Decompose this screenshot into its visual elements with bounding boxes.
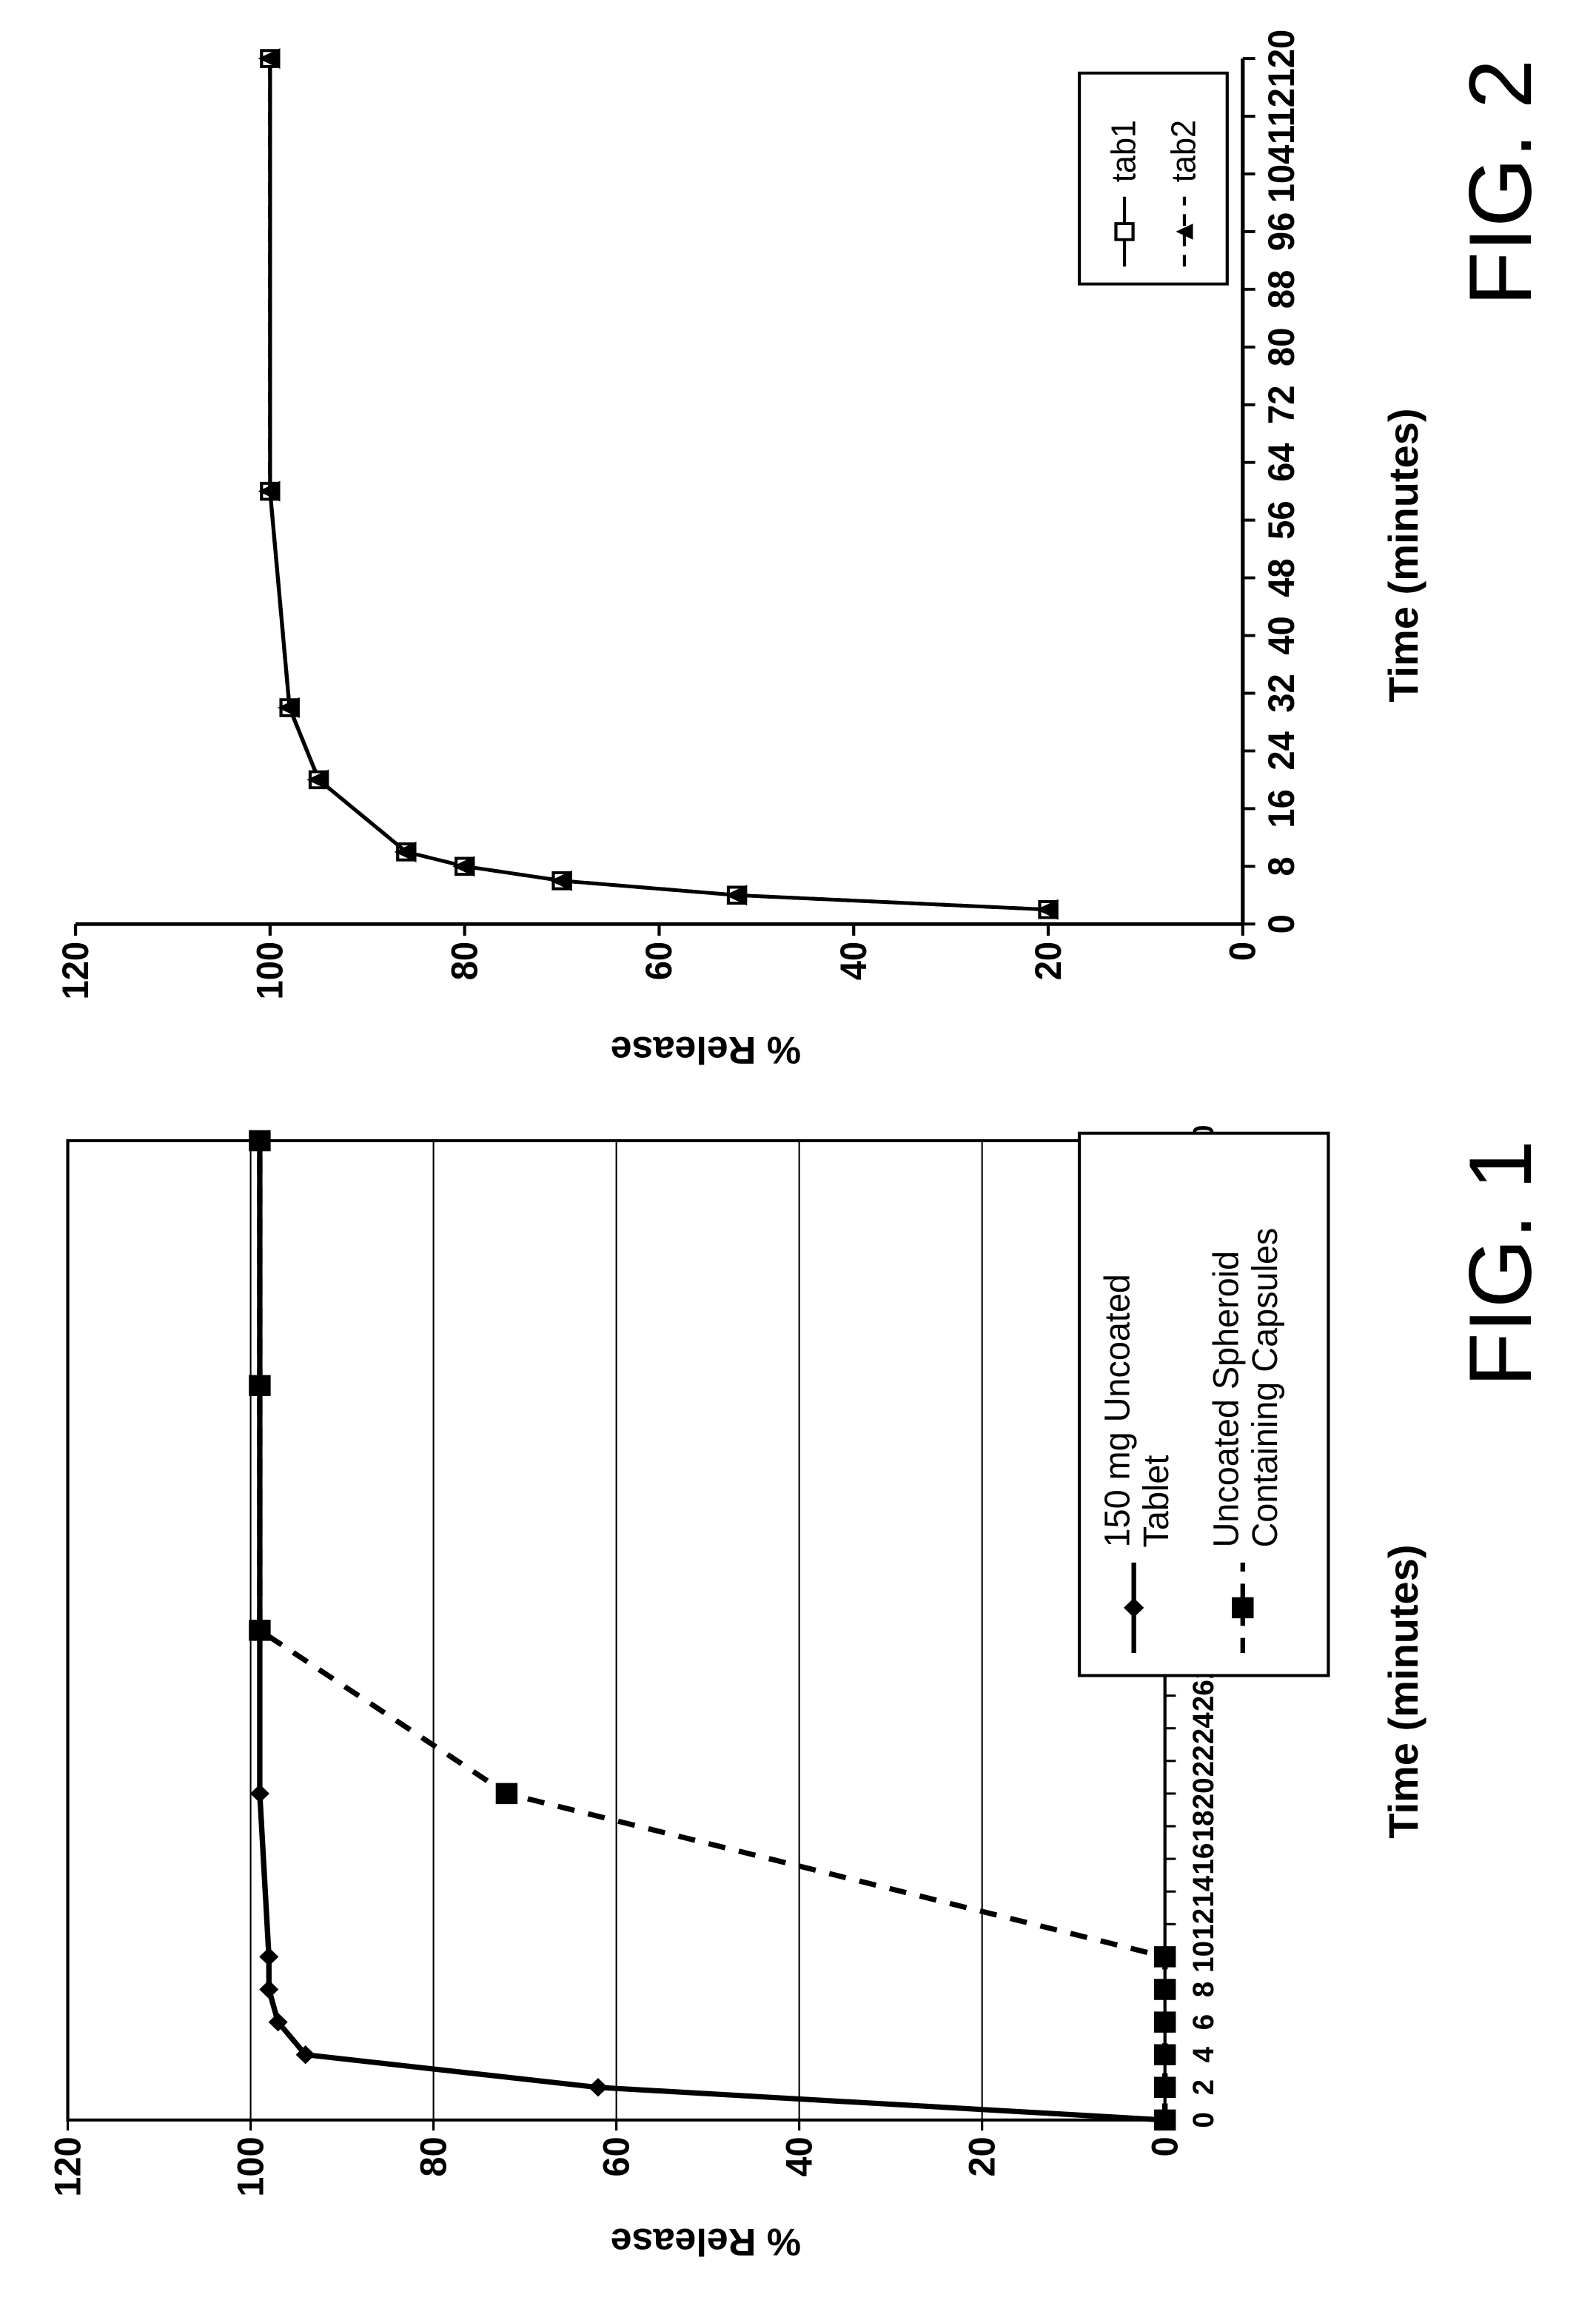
svg-text:40: 40 — [834, 942, 875, 980]
page: % Release 020406080100120024681012141618… — [0, 0, 1596, 2317]
svg-text:Tablet: Tablet — [1136, 1455, 1176, 1548]
svg-text:8: 8 — [1187, 1982, 1220, 1998]
svg-text:Uncoated Spheroid: Uncoated Spheroid — [1207, 1251, 1247, 1548]
svg-text:60: 60 — [595, 2136, 637, 2176]
svg-text:2: 2 — [1187, 2079, 1220, 2096]
svg-text:80: 80 — [444, 942, 486, 980]
svg-text:12: 12 — [1187, 1908, 1220, 1940]
figure-2-y-axis-label: % Release — [44, 1019, 1367, 1081]
figure-1-x-axis-label: Time (minutes) — [1379, 1110, 1427, 2273]
svg-text:120: 120 — [1261, 30, 1303, 88]
svg-text:80: 80 — [1261, 328, 1303, 366]
svg-text:48: 48 — [1261, 559, 1303, 597]
svg-text:16: 16 — [1187, 1843, 1220, 1875]
svg-text:120: 120 — [55, 942, 96, 1000]
svg-text:6: 6 — [1187, 2014, 1220, 2031]
svg-text:20: 20 — [1187, 1777, 1220, 1809]
svg-text:64: 64 — [1261, 443, 1303, 482]
svg-text:40: 40 — [1261, 617, 1303, 655]
svg-text:0: 0 — [1144, 2136, 1186, 2156]
rotated-content: % Release 020406080100120024681012141618… — [0, 0, 1596, 2317]
figure-2-svg: 0 20 40 60 80 100 120 0 8 16 24 32 40 48 56 64 72 80 88 96 1… — [44, 30, 1367, 1019]
svg-text:8: 8 — [1261, 856, 1303, 876]
svg-text:tab1: tab1 — [1104, 120, 1143, 182]
svg-text:60: 60 — [639, 942, 680, 980]
figure-1-caption: FIG. 1 — [1449, 1110, 1552, 2273]
figure-2-chart-row: % Release 0 20 40 60 80 100 120 0 8 16 24 32 40 48 56 6… — [44, 30, 1367, 1081]
svg-text:88: 88 — [1261, 270, 1303, 309]
svg-text:4: 4 — [1187, 2047, 1220, 2063]
svg-text:96: 96 — [1261, 212, 1303, 251]
svg-text:112: 112 — [1261, 88, 1303, 144]
figure-2-caption: FIG. 2 — [1449, 30, 1552, 1081]
figure-1-panel: % Release 020406080100120024681012141618… — [44, 1110, 1552, 2273]
svg-text:14: 14 — [1187, 1876, 1220, 1908]
svg-text:18: 18 — [1187, 1811, 1220, 1842]
svg-text:20: 20 — [961, 2136, 1003, 2176]
svg-text:32: 32 — [1261, 674, 1303, 713]
svg-text:40: 40 — [778, 2136, 820, 2176]
svg-text:120: 120 — [47, 2136, 89, 2196]
svg-text:16: 16 — [1261, 789, 1303, 828]
svg-text:0: 0 — [1222, 942, 1264, 961]
svg-text:100: 100 — [249, 942, 291, 1000]
svg-text:150 mg Uncoated: 150 mg Uncoated — [1098, 1274, 1138, 1547]
svg-text:100: 100 — [229, 2136, 272, 2196]
svg-text:24: 24 — [1187, 1712, 1220, 1744]
svg-text:80: 80 — [412, 2136, 455, 2176]
figure-2-x-axis-label: Time (minutes) — [1379, 30, 1427, 1081]
svg-text:0: 0 — [1187, 2112, 1220, 2128]
figure-2-chart: 0 20 40 60 80 100 120 0 8 16 24 32 40 48 56 64 72 80 88 96 1… — [44, 30, 1367, 1019]
figure-1-chart-row: % Release 020406080100120024681012141618… — [44, 1110, 1367, 2273]
figure-1-y-axis-label: % Release — [44, 2210, 1367, 2273]
svg-text:104: 104 — [1261, 145, 1303, 204]
svg-text:72: 72 — [1261, 386, 1303, 424]
figure-1-svg: 0204060801001200246810121416182022242628… — [44, 1110, 1367, 2210]
svg-text:20: 20 — [1027, 942, 1069, 980]
svg-text:24: 24 — [1261, 731, 1303, 770]
svg-text:0: 0 — [1261, 914, 1303, 933]
content-row: % Release 020406080100120024681012141618… — [0, 0, 1596, 2317]
figure-1-chart: 0204060801001200246810121416182022242628… — [44, 1110, 1367, 2210]
svg-text:10: 10 — [1187, 1941, 1220, 1973]
svg-text:56: 56 — [1261, 501, 1303, 540]
svg-text:Containing Capsules: Containing Capsules — [1245, 1228, 1285, 1548]
svg-text:tab2: tab2 — [1164, 120, 1203, 182]
figure-2-panel: % Release 0 20 40 60 80 100 120 0 8 16 24 32 40 48 56 6… — [44, 30, 1552, 1081]
svg-text:26: 26 — [1187, 1680, 1220, 1711]
svg-text:22: 22 — [1187, 1745, 1220, 1777]
